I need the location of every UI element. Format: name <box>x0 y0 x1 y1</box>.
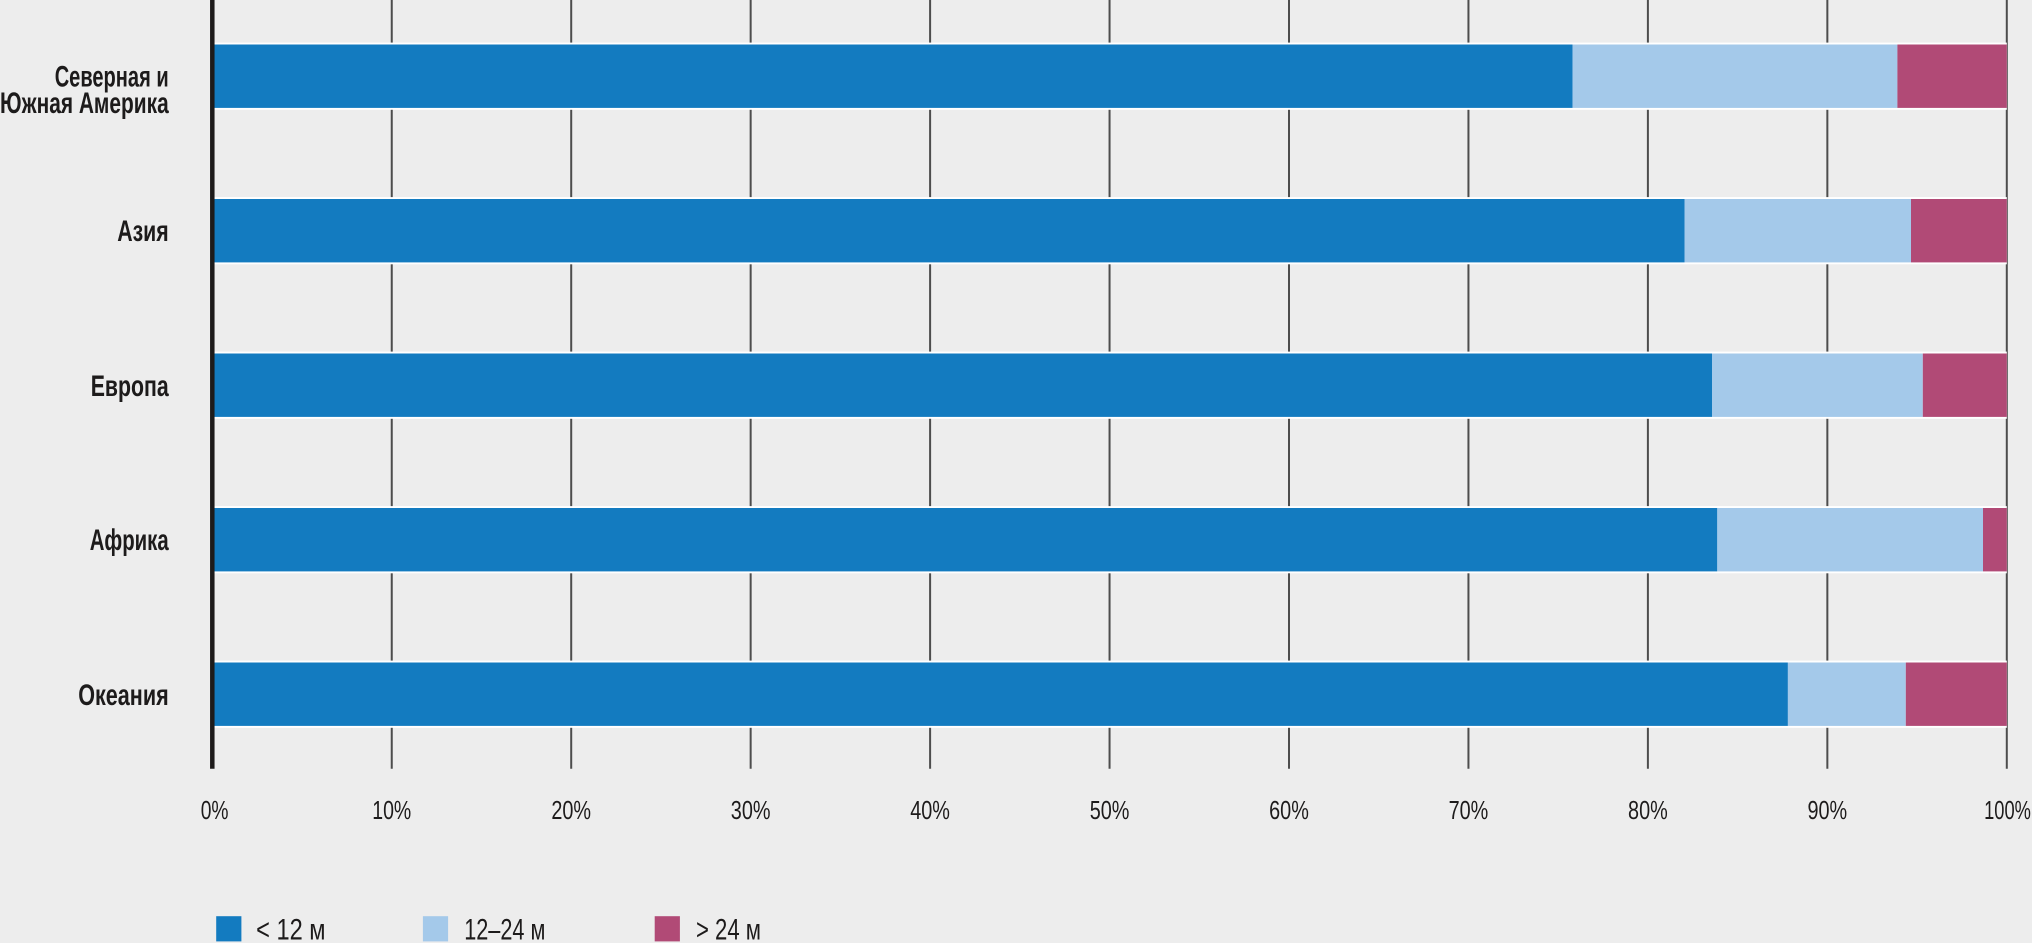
svg-text:70%: 70% <box>1449 795 1489 825</box>
svg-text:Европа: Европа <box>91 370 169 403</box>
svg-text:60%: 60% <box>1269 795 1309 825</box>
svg-text:> 24 м: > 24 м <box>696 914 761 943</box>
svg-text:0%: 0% <box>201 795 229 825</box>
svg-text:Африка: Африка <box>90 524 169 557</box>
svg-text:Азия: Азия <box>117 215 169 248</box>
svg-text:< 12 м: < 12 м <box>256 914 325 943</box>
svg-text:40%: 40% <box>910 795 950 825</box>
svg-text:100%: 100% <box>1984 795 2031 825</box>
svg-text:50%: 50% <box>1090 795 1130 825</box>
svg-text:90%: 90% <box>1808 795 1848 825</box>
svg-text:20%: 20% <box>551 795 591 825</box>
svg-text:Северная и: Северная и <box>55 60 169 93</box>
svg-text:12–24 м: 12–24 м <box>464 914 545 943</box>
svg-text:Южная Америка: Южная Америка <box>0 87 169 120</box>
svg-text:Океания: Океания <box>78 679 169 712</box>
svg-text:30%: 30% <box>731 795 771 825</box>
svg-text:10%: 10% <box>372 795 411 825</box>
svg-text:80%: 80% <box>1628 795 1668 825</box>
